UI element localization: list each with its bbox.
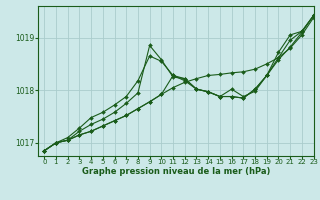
X-axis label: Graphe pression niveau de la mer (hPa): Graphe pression niveau de la mer (hPa) <box>82 167 270 176</box>
